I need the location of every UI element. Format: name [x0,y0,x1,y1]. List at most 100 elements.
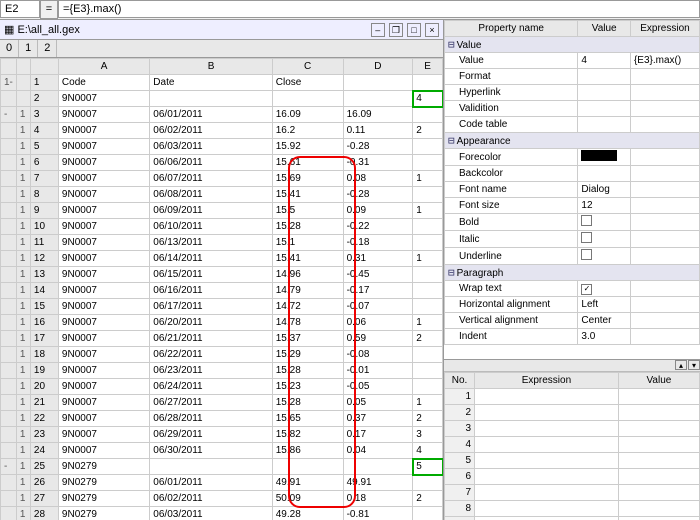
cell[interactable]: 06/08/2011 [150,187,272,203]
prop-row[interactable]: Horizontal alignmentLeft [445,297,700,313]
cell[interactable]: -0.08 [343,347,413,363]
cell[interactable] [272,459,343,475]
cell[interactable]: 06/13/2011 [150,235,272,251]
cell[interactable] [413,267,443,283]
prop-expr[interactable] [630,182,699,198]
expr-up-icon[interactable]: ▴ [675,360,687,370]
sheet-tabs[interactable]: 012 [0,40,443,58]
table-row[interactable]: 1219N000706/27/201115.280.051 [1,395,443,411]
cell[interactable]: 06/21/2011 [150,331,272,347]
outline-toggle[interactable] [1,283,17,299]
row-number[interactable]: 5 [30,139,58,155]
expr-value[interactable] [618,405,699,421]
cell[interactable]: 06/20/2011 [150,315,272,331]
prop-expr[interactable] [630,198,699,214]
cell[interactable]: 9N0007 [58,283,149,299]
expr-row[interactable]: 8 [445,501,700,517]
outline-toggle[interactable] [1,411,17,427]
expr-row[interactable]: 1 [445,389,700,405]
row-number[interactable]: 4 [30,123,58,139]
outline-level[interactable]: 1 [16,347,30,363]
cell[interactable]: 15.23 [272,379,343,395]
cell[interactable]: 49.91 [272,475,343,491]
prop-value[interactable] [578,214,631,231]
expr-value[interactable] [618,485,699,501]
table-row[interactable]: 189N000706/08/201115.41-0.28 [1,187,443,203]
expr-expression[interactable] [475,389,619,405]
prop-expr[interactable] [630,117,699,133]
cell[interactable] [413,155,443,171]
expr-expression[interactable] [475,405,619,421]
expr-value[interactable] [618,421,699,437]
expr-expression[interactable] [475,453,619,469]
outline-toggle[interactable] [1,235,17,251]
outline-toggle[interactable]: - [1,459,17,475]
prop-value[interactable]: Center [578,313,631,329]
table-row[interactable]: 1239N000706/29/201115.820.173 [1,427,443,443]
header-cell[interactable]: Date [150,75,272,91]
outline-toggle[interactable] [1,203,17,219]
outline-toggle[interactable]: - [1,107,17,123]
checkbox[interactable]: ✓ [581,284,592,295]
prop-expr[interactable] [630,297,699,313]
outline-level[interactable]: 1 [16,395,30,411]
cell[interactable]: 15.5 [272,203,343,219]
cell[interactable]: 06/15/2011 [150,267,272,283]
cell[interactable]: 14.96 [272,267,343,283]
collapse-icon[interactable]: ⊟ [448,38,455,51]
col-header[interactable] [1,59,17,75]
cell[interactable] [413,347,443,363]
cell[interactable]: 9N0007 [58,155,149,171]
prop-value[interactable] [578,117,631,133]
table-row[interactable]: 1169N000706/20/201114.780.061 [1,315,443,331]
prop-value[interactable]: 3.0 [578,329,631,345]
cell[interactable]: 9N0007 [58,315,149,331]
outline-toggle[interactable] [1,379,17,395]
cell[interactable]: 9N0007 [58,299,149,315]
prop-value[interactable]: 4 [578,53,631,69]
row-number[interactable]: 24 [30,443,58,459]
prop-row[interactable]: Format [445,69,700,85]
expr-value[interactable] [618,469,699,485]
prop-row[interactable]: Value4{E3}.max() [445,53,700,69]
outline-level[interactable]: 1 [16,331,30,347]
row-number[interactable]: 8 [30,187,58,203]
cell[interactable]: 9N0007 [58,203,149,219]
cell[interactable]: 0.11 [343,123,413,139]
cell[interactable]: 2 [413,491,443,507]
outline-level[interactable]: 1 [16,123,30,139]
cell[interactable]: 49.28 [272,507,343,520]
cell[interactable]: 9N0279 [58,475,149,491]
row-number[interactable]: 2 [30,91,58,107]
maximize-icon[interactable]: □ [407,23,421,37]
cell[interactable]: 06/24/2011 [150,379,272,395]
table-row[interactable]: 1129N000706/14/201115.410.311 [1,251,443,267]
close-icon[interactable]: × [425,23,439,37]
outline-toggle[interactable] [1,91,17,107]
outline-toggle[interactable] [1,219,17,235]
prop-expr[interactable] [630,329,699,345]
prop-row[interactable]: Backcolor [445,166,700,182]
cell[interactable]: -0.22 [343,219,413,235]
row-number[interactable]: 23 [30,427,58,443]
cell[interactable]: 9N0007 [58,91,149,107]
formula-input[interactable]: ={E3}.max() [58,0,700,18]
expr-expression[interactable] [475,421,619,437]
expr-row[interactable]: 5 [445,453,700,469]
row-number[interactable]: 26 [30,475,58,491]
cell[interactable]: 06/23/2011 [150,363,272,379]
outline-level[interactable]: 1 [16,299,30,315]
col-header[interactable] [30,59,58,75]
row-number[interactable]: 13 [30,267,58,283]
cell[interactable]: 06/29/2011 [150,427,272,443]
cell[interactable]: -0.31 [343,155,413,171]
table-row[interactable]: 199N000706/09/201115.50.091 [1,203,443,219]
header-cell[interactable] [16,75,30,91]
cell[interactable]: 3 [413,427,443,443]
cell[interactable]: 9N0007 [58,219,149,235]
cell[interactable]: -0.17 [343,283,413,299]
cell[interactable]: 9N0007 [58,443,149,459]
expr-expression[interactable] [475,485,619,501]
cell[interactable] [413,219,443,235]
prop-value[interactable] [578,69,631,85]
